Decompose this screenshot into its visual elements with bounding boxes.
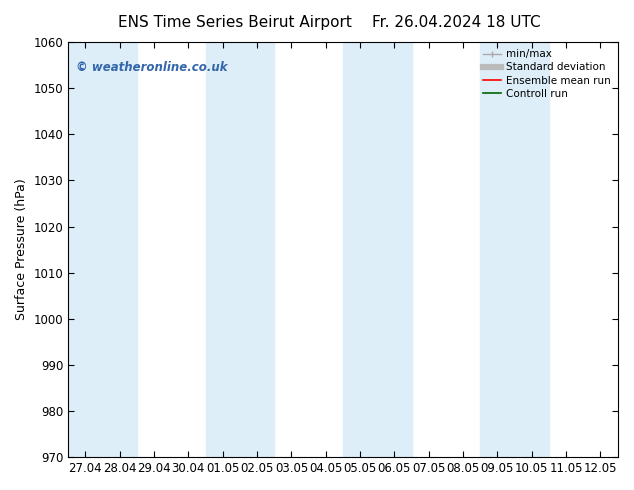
Bar (480, 42, 549, 457)
Text: ENS Time Series Beirut Airport: ENS Time Series Beirut Airport (118, 15, 351, 30)
Bar (343, 42, 411, 457)
Text: © weatheronline.co.uk: © weatheronline.co.uk (77, 61, 228, 74)
Legend: min/max, Standard deviation, Ensemble mean run, Controll run: min/max, Standard deviation, Ensemble me… (481, 47, 612, 101)
Y-axis label: Surface Pressure (hPa): Surface Pressure (hPa) (15, 179, 28, 320)
Bar (68, 42, 137, 457)
Bar (205, 42, 275, 457)
Text: Fr. 26.04.2024 18 UTC: Fr. 26.04.2024 18 UTC (372, 15, 541, 30)
